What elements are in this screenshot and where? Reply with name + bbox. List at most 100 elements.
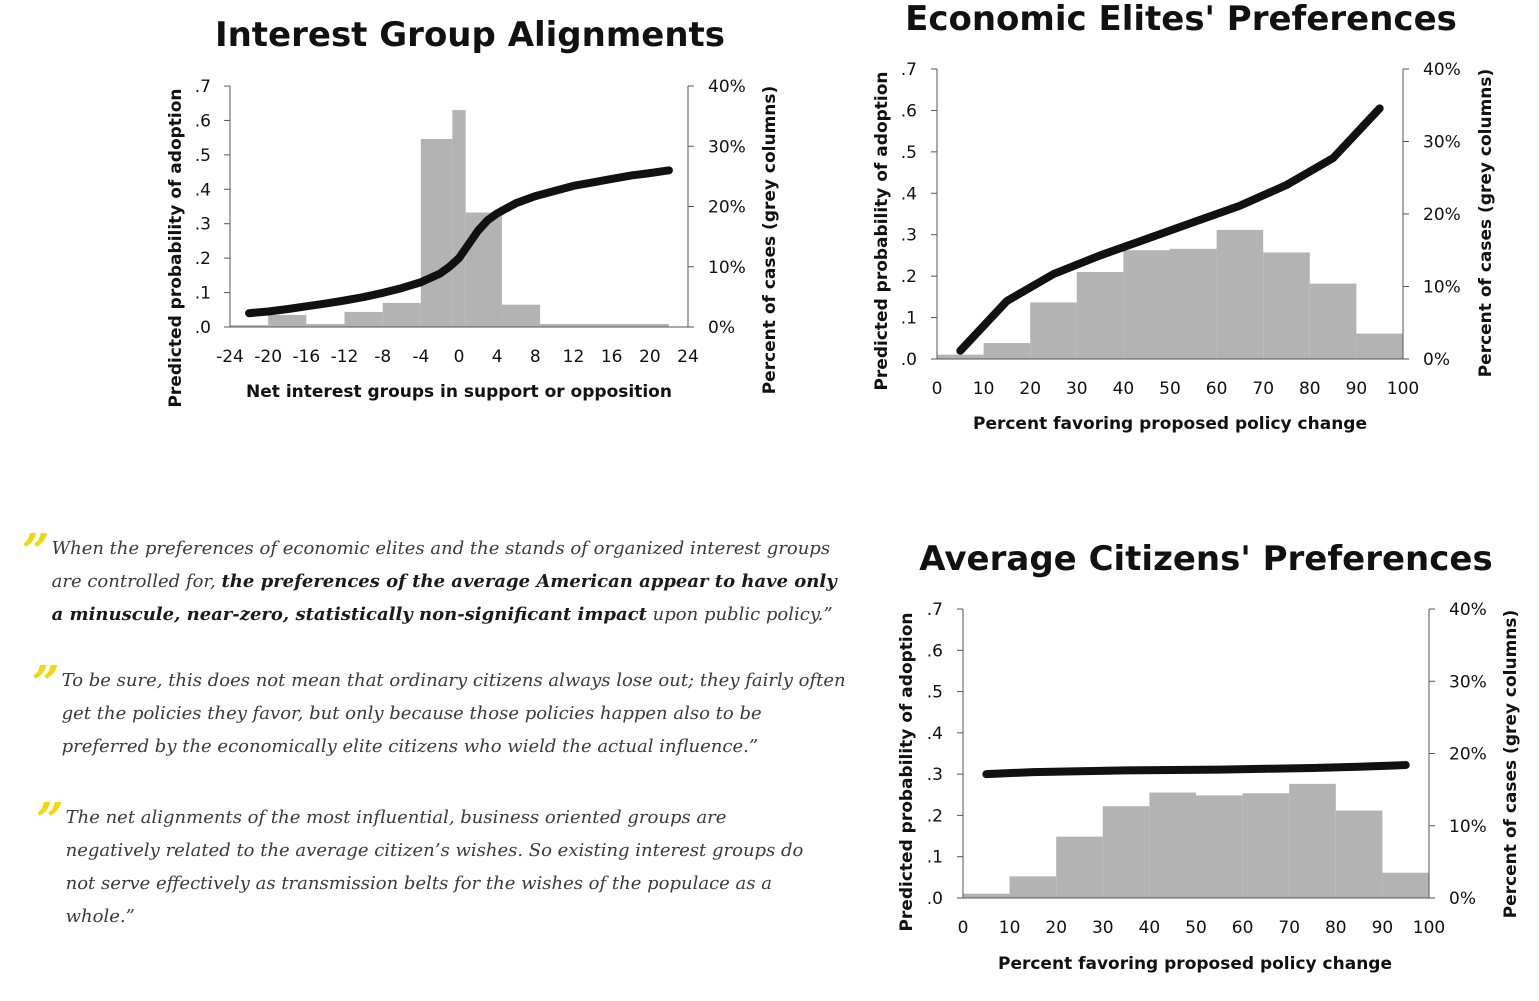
y2-tick-label: 10% <box>1423 278 1461 298</box>
predicted-probability-line <box>982 761 1410 779</box>
x-tick-label: 8 <box>530 347 541 367</box>
y2-axis-label: Percent of cases (grey columns) <box>1476 69 1496 378</box>
x-tick-label: -12 <box>331 347 359 367</box>
y2-axis-label: Percent of cases (grey columns) <box>1501 610 1521 919</box>
bar-9 <box>1356 333 1403 359</box>
chart-average-citizens: Average Citizens' Preferences .0 .1 .2 .3 .4… <box>880 520 1539 990</box>
x-tick-label: 70 <box>1252 379 1274 399</box>
bar-8 <box>1309 283 1357 359</box>
bar-2 <box>1056 836 1103 898</box>
bar-2 <box>306 323 345 327</box>
y-tick-label: .4 <box>927 724 943 744</box>
y-tick-label: .6 <box>927 641 943 661</box>
x-tick-label: 12 <box>563 347 585 367</box>
y-tick-label: .1 <box>195 284 211 304</box>
quote-mark-icon: ” <box>32 656 60 712</box>
x-tick-label: 0 <box>958 918 969 938</box>
predicted-probability-line <box>956 104 1384 355</box>
x-tick-label: -20 <box>254 347 282 367</box>
quote-mark-icon: ” <box>22 524 50 580</box>
y-tick-label: .7 <box>195 77 211 97</box>
bar-7 <box>1289 783 1336 898</box>
x-tick-label: 20 <box>1019 379 1041 399</box>
bar-7 <box>465 212 502 327</box>
y2-tick-label: 30% <box>1423 133 1461 153</box>
bar-4 <box>1149 792 1196 898</box>
x-tick-label: 30 <box>1066 379 1088 399</box>
bar-2 <box>1030 302 1077 359</box>
x-tick-label: 100 <box>1387 379 1419 399</box>
bar-0 <box>230 325 269 327</box>
x-axis-label: Net interest groups in support or opposi… <box>246 382 672 402</box>
x-tick-label: 4 <box>492 347 503 367</box>
x-axis-label: Percent favoring proposed policy change <box>973 414 1367 434</box>
y-tick-label: .2 <box>901 267 917 287</box>
y-tick-label: .2 <box>927 806 943 826</box>
x-tick-label: 90 <box>1372 918 1394 938</box>
bar-3 <box>1102 806 1150 898</box>
y-axis-label: Predicted probability of adoption <box>166 88 186 407</box>
bar-0 <box>937 354 984 359</box>
quote-mark-icon: ” <box>36 793 64 849</box>
y-tick-label: .0 <box>901 350 917 370</box>
x-tick-label: 10 <box>999 918 1021 938</box>
y-axis-label: Predicted probability of adoption <box>897 612 917 931</box>
y-tick-label: .7 <box>901 60 917 80</box>
y-tick-label: .5 <box>927 683 943 703</box>
y2-tick-label: 40% <box>1423 60 1461 80</box>
x-tick-label: 0 <box>932 379 943 399</box>
y2-tick-label: 20% <box>708 198 746 218</box>
x-tick-label: 40 <box>1113 379 1135 399</box>
bar-1 <box>983 343 1031 359</box>
x-tick-label: 60 <box>1232 918 1254 938</box>
y-tick-label: .5 <box>901 143 917 163</box>
plot-area: .0 .1 .2 .3 .4 .5 .6 .7 0% 10% 20% 30% 40% 0 10 20 30 40 5… <box>901 60 1461 399</box>
x-tick-label: 80 <box>1299 379 1321 399</box>
x-tick-label: 60 <box>1206 379 1228 399</box>
quote-1: ” When the preferences of economic elite… <box>22 524 862 631</box>
x-tick-label: 50 <box>1159 379 1181 399</box>
citizens-chart-svg: Average Citizens' Preferences .0 .1 .2 .3 .4… <box>897 539 1521 974</box>
bar-5 <box>1170 248 1217 359</box>
chart-interest-group-alignments: Interest Group Alignments .0 .1 .2 .3 .4 .5 .6… <box>0 0 800 420</box>
x-tick-label: 100 <box>1413 918 1445 938</box>
plot-area: .0.1.2.3.4.5.6.70%10%20%30%40%-24 -20 -16-… <box>195 77 746 367</box>
y2-tick-label: 40% <box>708 77 746 97</box>
bar-7 <box>1263 252 1310 359</box>
y-tick-label: .7 <box>927 600 943 620</box>
x-tick-label: -4 <box>412 347 429 367</box>
y-tick-label: .3 <box>195 215 211 235</box>
x-tick-label: 0 <box>454 347 465 367</box>
x-axis-label: Percent favoring proposed policy change <box>998 954 1392 974</box>
bar-5 <box>1196 795 1243 898</box>
y-tick-label: .5 <box>195 146 211 166</box>
x-tick-label: 20 <box>639 347 661 367</box>
bar-4 <box>382 302 421 327</box>
y-axis-label: Predicted probability of adoption <box>872 71 892 390</box>
bar-9 <box>540 323 669 327</box>
y2-tick-label: 10% <box>1449 817 1487 837</box>
chart-title: Interest Group Alignments <box>215 15 725 55</box>
bar-8 <box>501 304 541 327</box>
quote-text: To be sure, this does not mean that ordi… <box>61 670 846 757</box>
x-tick-label: 30 <box>1092 918 1114 938</box>
y-tick-label: .1 <box>901 309 917 329</box>
x-tick-label: 40 <box>1139 918 1161 938</box>
y-tick-label: .3 <box>901 226 917 246</box>
y2-tick-label: 0% <box>1423 350 1450 370</box>
y-tick-label: .1 <box>927 848 943 868</box>
x-tick-label: 50 <box>1185 918 1207 938</box>
chart-title: Average Citizens' Preferences <box>919 539 1492 579</box>
chart-title: Economic Elites' Preferences <box>905 0 1457 39</box>
quote-3: ” The net alignments of the most influen… <box>36 793 876 933</box>
bar-3 <box>344 311 383 327</box>
x-tick-label: -8 <box>374 347 391 367</box>
y2-tick-label: 0% <box>1449 889 1476 909</box>
y-tick-label: .4 <box>901 184 917 204</box>
y-tick-label: .6 <box>195 111 211 131</box>
quote-emphasis: the preferences of the average American … <box>51 571 837 625</box>
y2-tick-label: 10% <box>708 258 746 278</box>
y2-tick-label: 20% <box>1449 745 1487 765</box>
bar-9 <box>1382 872 1429 898</box>
predicted-probability-line <box>245 166 673 318</box>
